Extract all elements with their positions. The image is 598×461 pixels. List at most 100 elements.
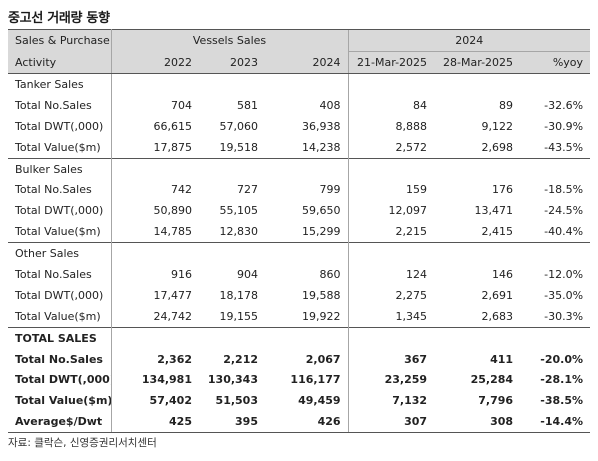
table-cell: 9,122 (481, 119, 514, 133)
table-row: Total No.Sales 704 581 408 84 89 -32.6% (8, 94, 590, 116)
section-tanker-sales: Tanker Sales Total No.Sales 704 581 408 … (8, 72, 591, 159)
table-cell: 799 (319, 183, 341, 197)
table-row: Total Value($m) 24,742 19,155 19,922 1,3… (8, 305, 590, 328)
table-cell: 2,212 (223, 352, 258, 366)
table-cell: 49,459 (298, 394, 341, 408)
table-row: Total No.Sales 742 727 799 159 176 -18.5… (8, 179, 590, 201)
table-cell: 146 (492, 267, 514, 281)
table-cell: 2,362 (157, 352, 192, 366)
table-cell: 51,503 (215, 394, 258, 408)
table-cell: 12,097 (347, 200, 435, 222)
section-total-sales: TOTAL SALES Total No.Sales 2,362 2,212 2… (8, 326, 591, 434)
row-label: Total Value($m) (8, 136, 112, 159)
section-title: Tanker Sales (8, 72, 112, 95)
table-cell: -24.5% (544, 204, 584, 218)
table-header: Sales & Purchase Vessels Sales 2024 Acti… (8, 29, 591, 74)
section-title: Other Sales (8, 242, 112, 265)
row-label: Total Value($m) (8, 305, 112, 328)
table-cell: 7,132 (347, 390, 435, 412)
table-cell: 2,275 (347, 284, 435, 306)
table-cell: -38.5% (540, 394, 584, 408)
table-cell: 860 (319, 267, 341, 281)
table-cell: 425 (111, 411, 199, 434)
row-label: Total No.Sales (8, 348, 112, 370)
row-label: Total Value($m) (8, 221, 112, 243)
table-row: Total DWT(,000) 134,981 130,343 116,177 … (8, 369, 590, 391)
table-cell: 2,683 (481, 309, 514, 323)
header-row-bottom: Activity 2022 2023 2024 21-Mar-2025 28-M… (8, 51, 591, 74)
table-cell: 15,299 (302, 225, 341, 239)
table-cell: 916 (171, 267, 192, 281)
table-cell: 2,572 (347, 136, 435, 159)
table-cell: -12.0% (544, 267, 584, 281)
table-cell: 14,238 (302, 140, 341, 154)
table-cell: 25,284 (470, 373, 514, 387)
header-group-vessels-sales: Vessels Sales (111, 29, 349, 52)
table-cell: 57,060 (219, 119, 259, 133)
column-header: 21-Mar-2025 (347, 51, 435, 74)
table-cell: 367 (347, 348, 435, 370)
table-cell: 742 (171, 183, 192, 197)
table-cell: 7,796 (478, 394, 514, 408)
table-cell: 2,691 (481, 288, 514, 302)
table-cell: 19,588 (302, 288, 341, 302)
row-label: Total DWT(,000) (8, 284, 112, 306)
section-other-sales: Other Sales Total No.Sales 916 904 860 1… (8, 242, 591, 328)
table-cell: -20.0% (540, 352, 584, 366)
table-cell: 1,345 (347, 305, 435, 328)
header-group-2024: 2024 (347, 29, 591, 52)
row-label: Total DWT(,000) (8, 200, 112, 222)
row-label: Total No.Sales (8, 179, 112, 201)
source-note: 자료: 클락슨, 신영증권리서치센터 (8, 437, 157, 449)
column-header: 2024 (265, 51, 349, 74)
table-cell: 66,615 (153, 119, 193, 133)
table-cell: -28.1% (540, 373, 584, 387)
table-cell: 17,875 (153, 140, 193, 154)
vessel-sales-table: Sales & Purchase Vessels Sales 2024 Acti… (8, 29, 591, 434)
column-header: 2022 (111, 51, 199, 74)
table-cell: -14.4% (520, 411, 591, 434)
table-cell: 727 (237, 183, 258, 197)
table-cell: 2,067 (305, 352, 341, 366)
table-cell: -30.3% (544, 309, 584, 323)
table-cell: -35.0% (544, 288, 584, 302)
section-title-row: TOTAL SALES (8, 326, 591, 349)
table-cell: 8,888 (347, 115, 435, 137)
table-row: Total DWT(,000) 66,615 57,060 36,938 8,8… (8, 115, 590, 137)
table-cell: 23,259 (347, 369, 435, 391)
table-cell: 19,518 (219, 140, 259, 154)
row-label: Average$/Dwt (8, 411, 112, 434)
table-cell: 308 (434, 411, 521, 434)
column-header: 2023 (199, 51, 265, 74)
table-cell: 426 (265, 411, 349, 434)
table-cell: 17,477 (153, 288, 193, 302)
row-label: Total No.Sales (8, 94, 112, 116)
table-row: Total Value($m) 57,402 51,503 49,459 7,1… (8, 390, 590, 412)
table-cell: 124 (347, 264, 435, 285)
table-cell: 581 (237, 98, 258, 112)
table-cell: -40.4% (544, 225, 584, 239)
header-row-top: Sales & Purchase Vessels Sales 2024 (8, 29, 591, 52)
table-row: Total DWT(,000) 17,477 18,178 19,588 2,2… (8, 284, 590, 306)
table-cell: 18,178 (219, 288, 259, 302)
section-title-row: Bulker Sales (8, 157, 591, 180)
table-row: Average$/Dwt 425 395 426 307 308 -14.4% (8, 411, 591, 434)
table-cell: 13,471 (474, 204, 514, 218)
header-corner-top: Sales & Purchase (8, 29, 112, 52)
table-cell: 36,938 (302, 119, 341, 133)
table-cell: 55,105 (219, 204, 259, 218)
table-cell: 19,155 (219, 309, 259, 323)
section-title: Bulker Sales (8, 157, 112, 180)
table-cell: 176 (492, 183, 514, 197)
table-cell: 2,215 (347, 221, 435, 243)
table-cell: -43.5% (544, 140, 584, 154)
table-cell: -32.6% (544, 98, 584, 112)
table-cell: -18.5% (544, 183, 584, 197)
row-label: Total DWT(,000) (8, 115, 112, 137)
table-cell: 12,830 (219, 225, 259, 239)
table-cell: 904 (237, 267, 258, 281)
table-cell: 116,177 (290, 373, 341, 387)
table-cell: 19,922 (302, 309, 341, 323)
table-row: Total No.Sales 2,362 2,212 2,067 367 411… (8, 348, 590, 370)
section-title-row: Tanker Sales (8, 72, 591, 95)
